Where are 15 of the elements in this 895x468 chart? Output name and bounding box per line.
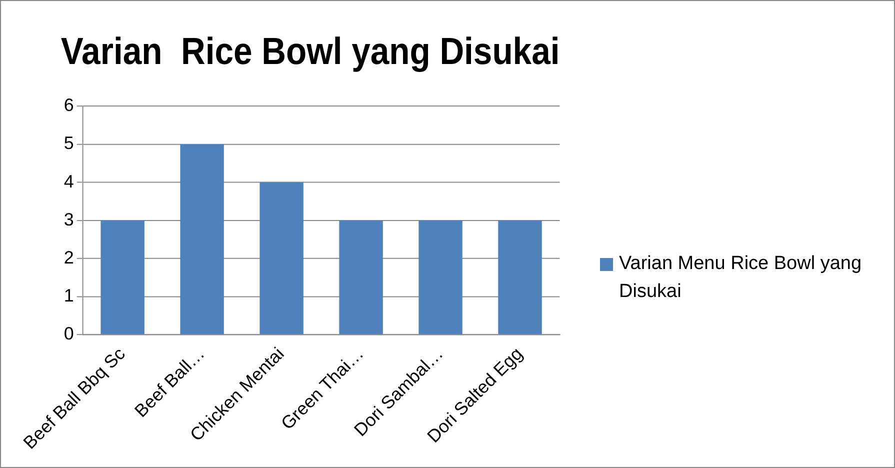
- y-tick-label: 1: [64, 286, 74, 306]
- legend-label: Varian Menu Rice Bowl yang Disukai: [619, 252, 863, 304]
- bar: [418, 220, 462, 334]
- bar: [498, 220, 542, 334]
- y-tick-label: 5: [64, 133, 74, 154]
- y-tick-label: 2: [64, 248, 74, 268]
- bar: [100, 220, 144, 334]
- y-tick-label: 6: [64, 95, 74, 116]
- bar: [339, 220, 383, 334]
- y-tick-label: 4: [64, 171, 74, 192]
- bar: [260, 182, 304, 334]
- chart-title: Varian Rice Bowl yang Disukai: [60, 30, 560, 72]
- y-tick-label: 0: [64, 324, 74, 344]
- bar: [180, 144, 224, 334]
- y-tick-label: 3: [64, 209, 74, 230]
